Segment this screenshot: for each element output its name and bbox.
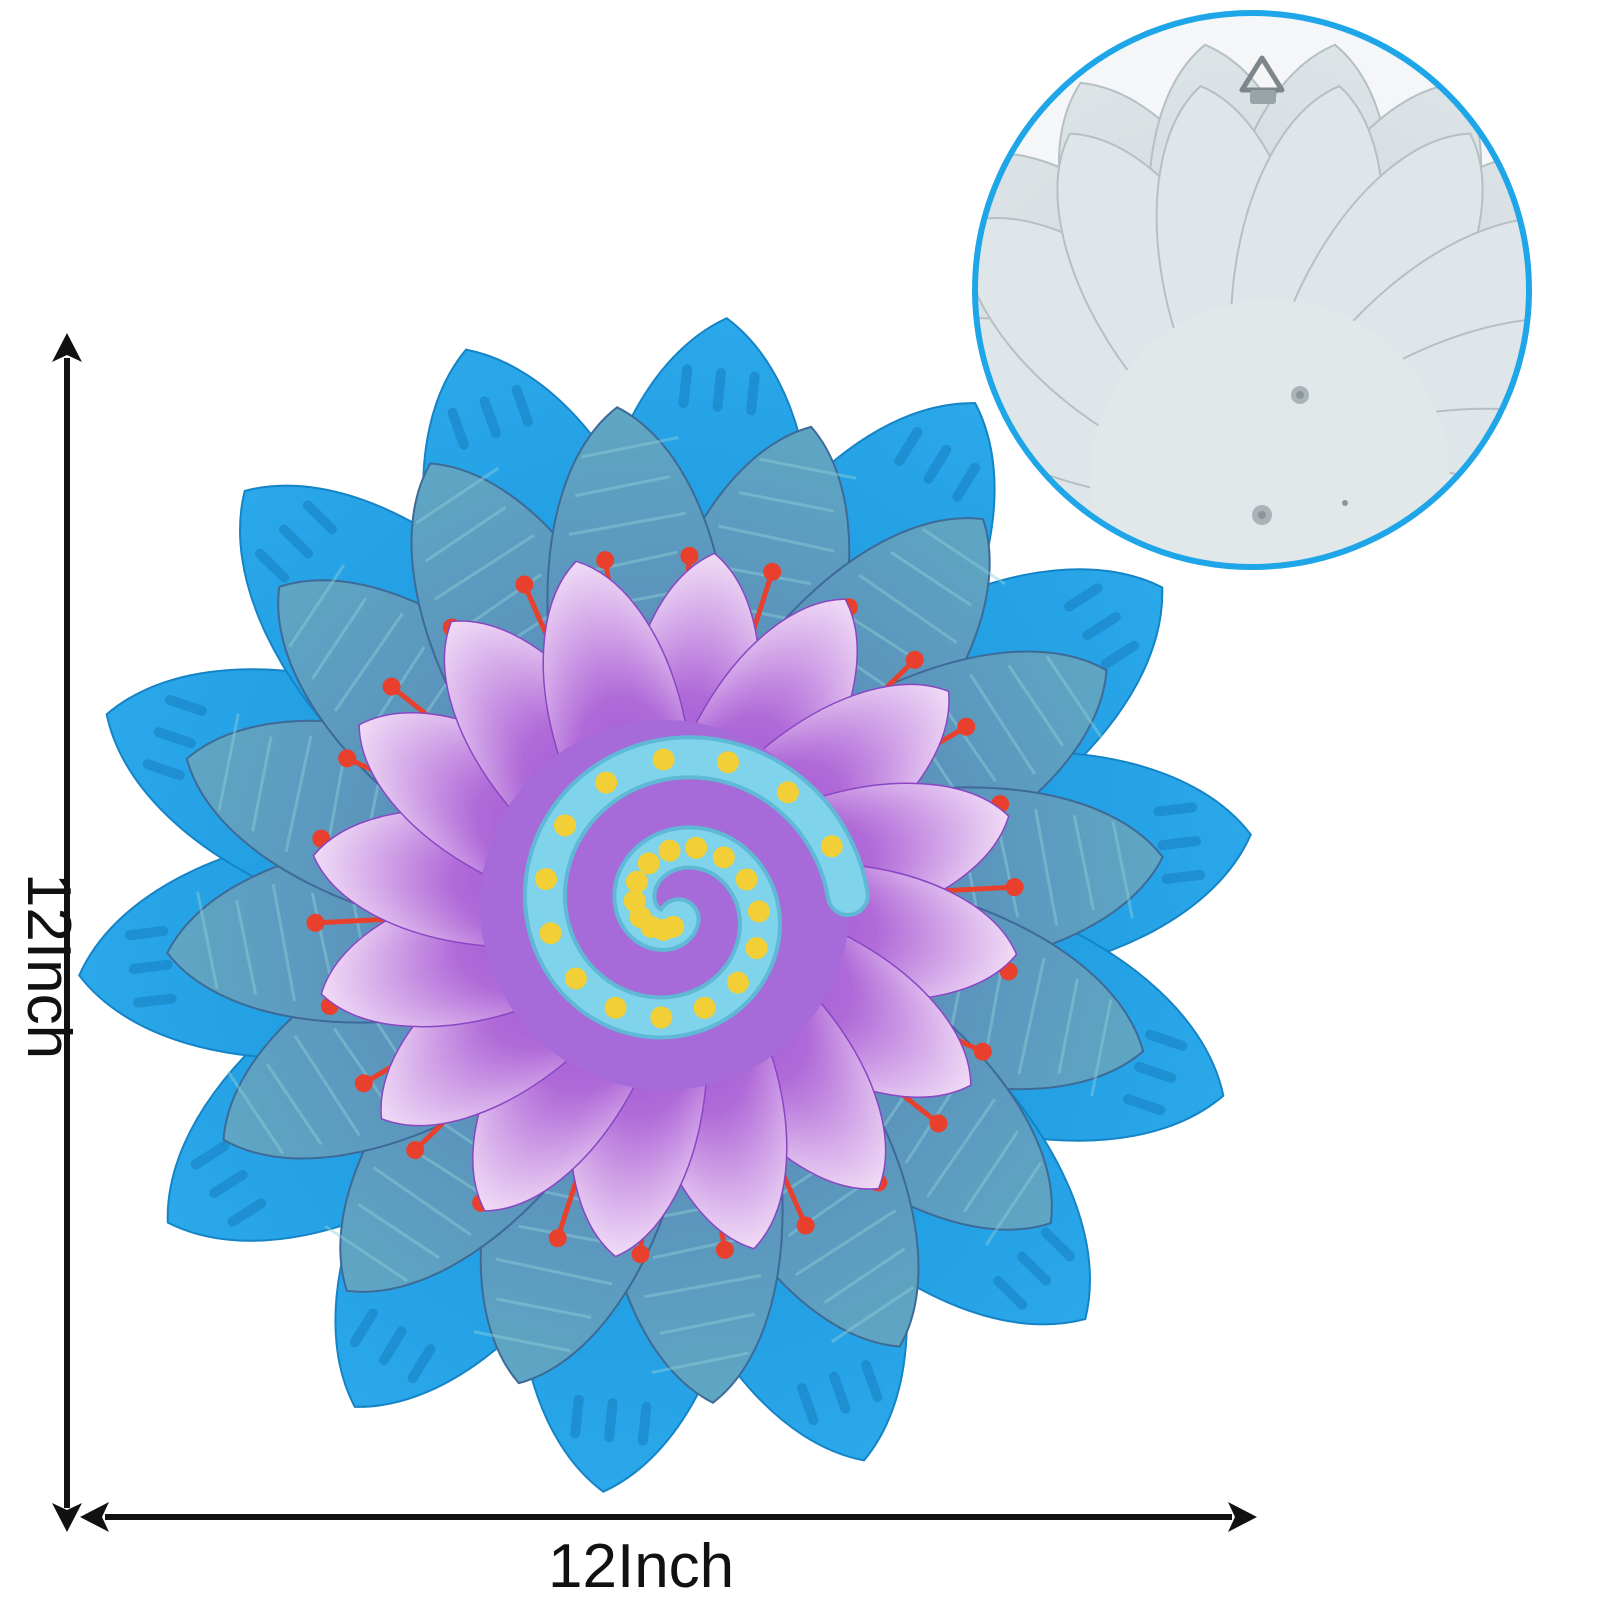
dimension-arrow-icon bbox=[52, 333, 1257, 1532]
metal-flower bbox=[78, 317, 1252, 1493]
height-label: 12Inch bbox=[14, 872, 83, 1060]
flower-center bbox=[480, 720, 870, 1090]
inset-ring bbox=[972, 10, 1532, 570]
width-label: 12Inch bbox=[548, 1532, 735, 1601]
hanger-hook-icon bbox=[1239, 55, 1285, 104]
